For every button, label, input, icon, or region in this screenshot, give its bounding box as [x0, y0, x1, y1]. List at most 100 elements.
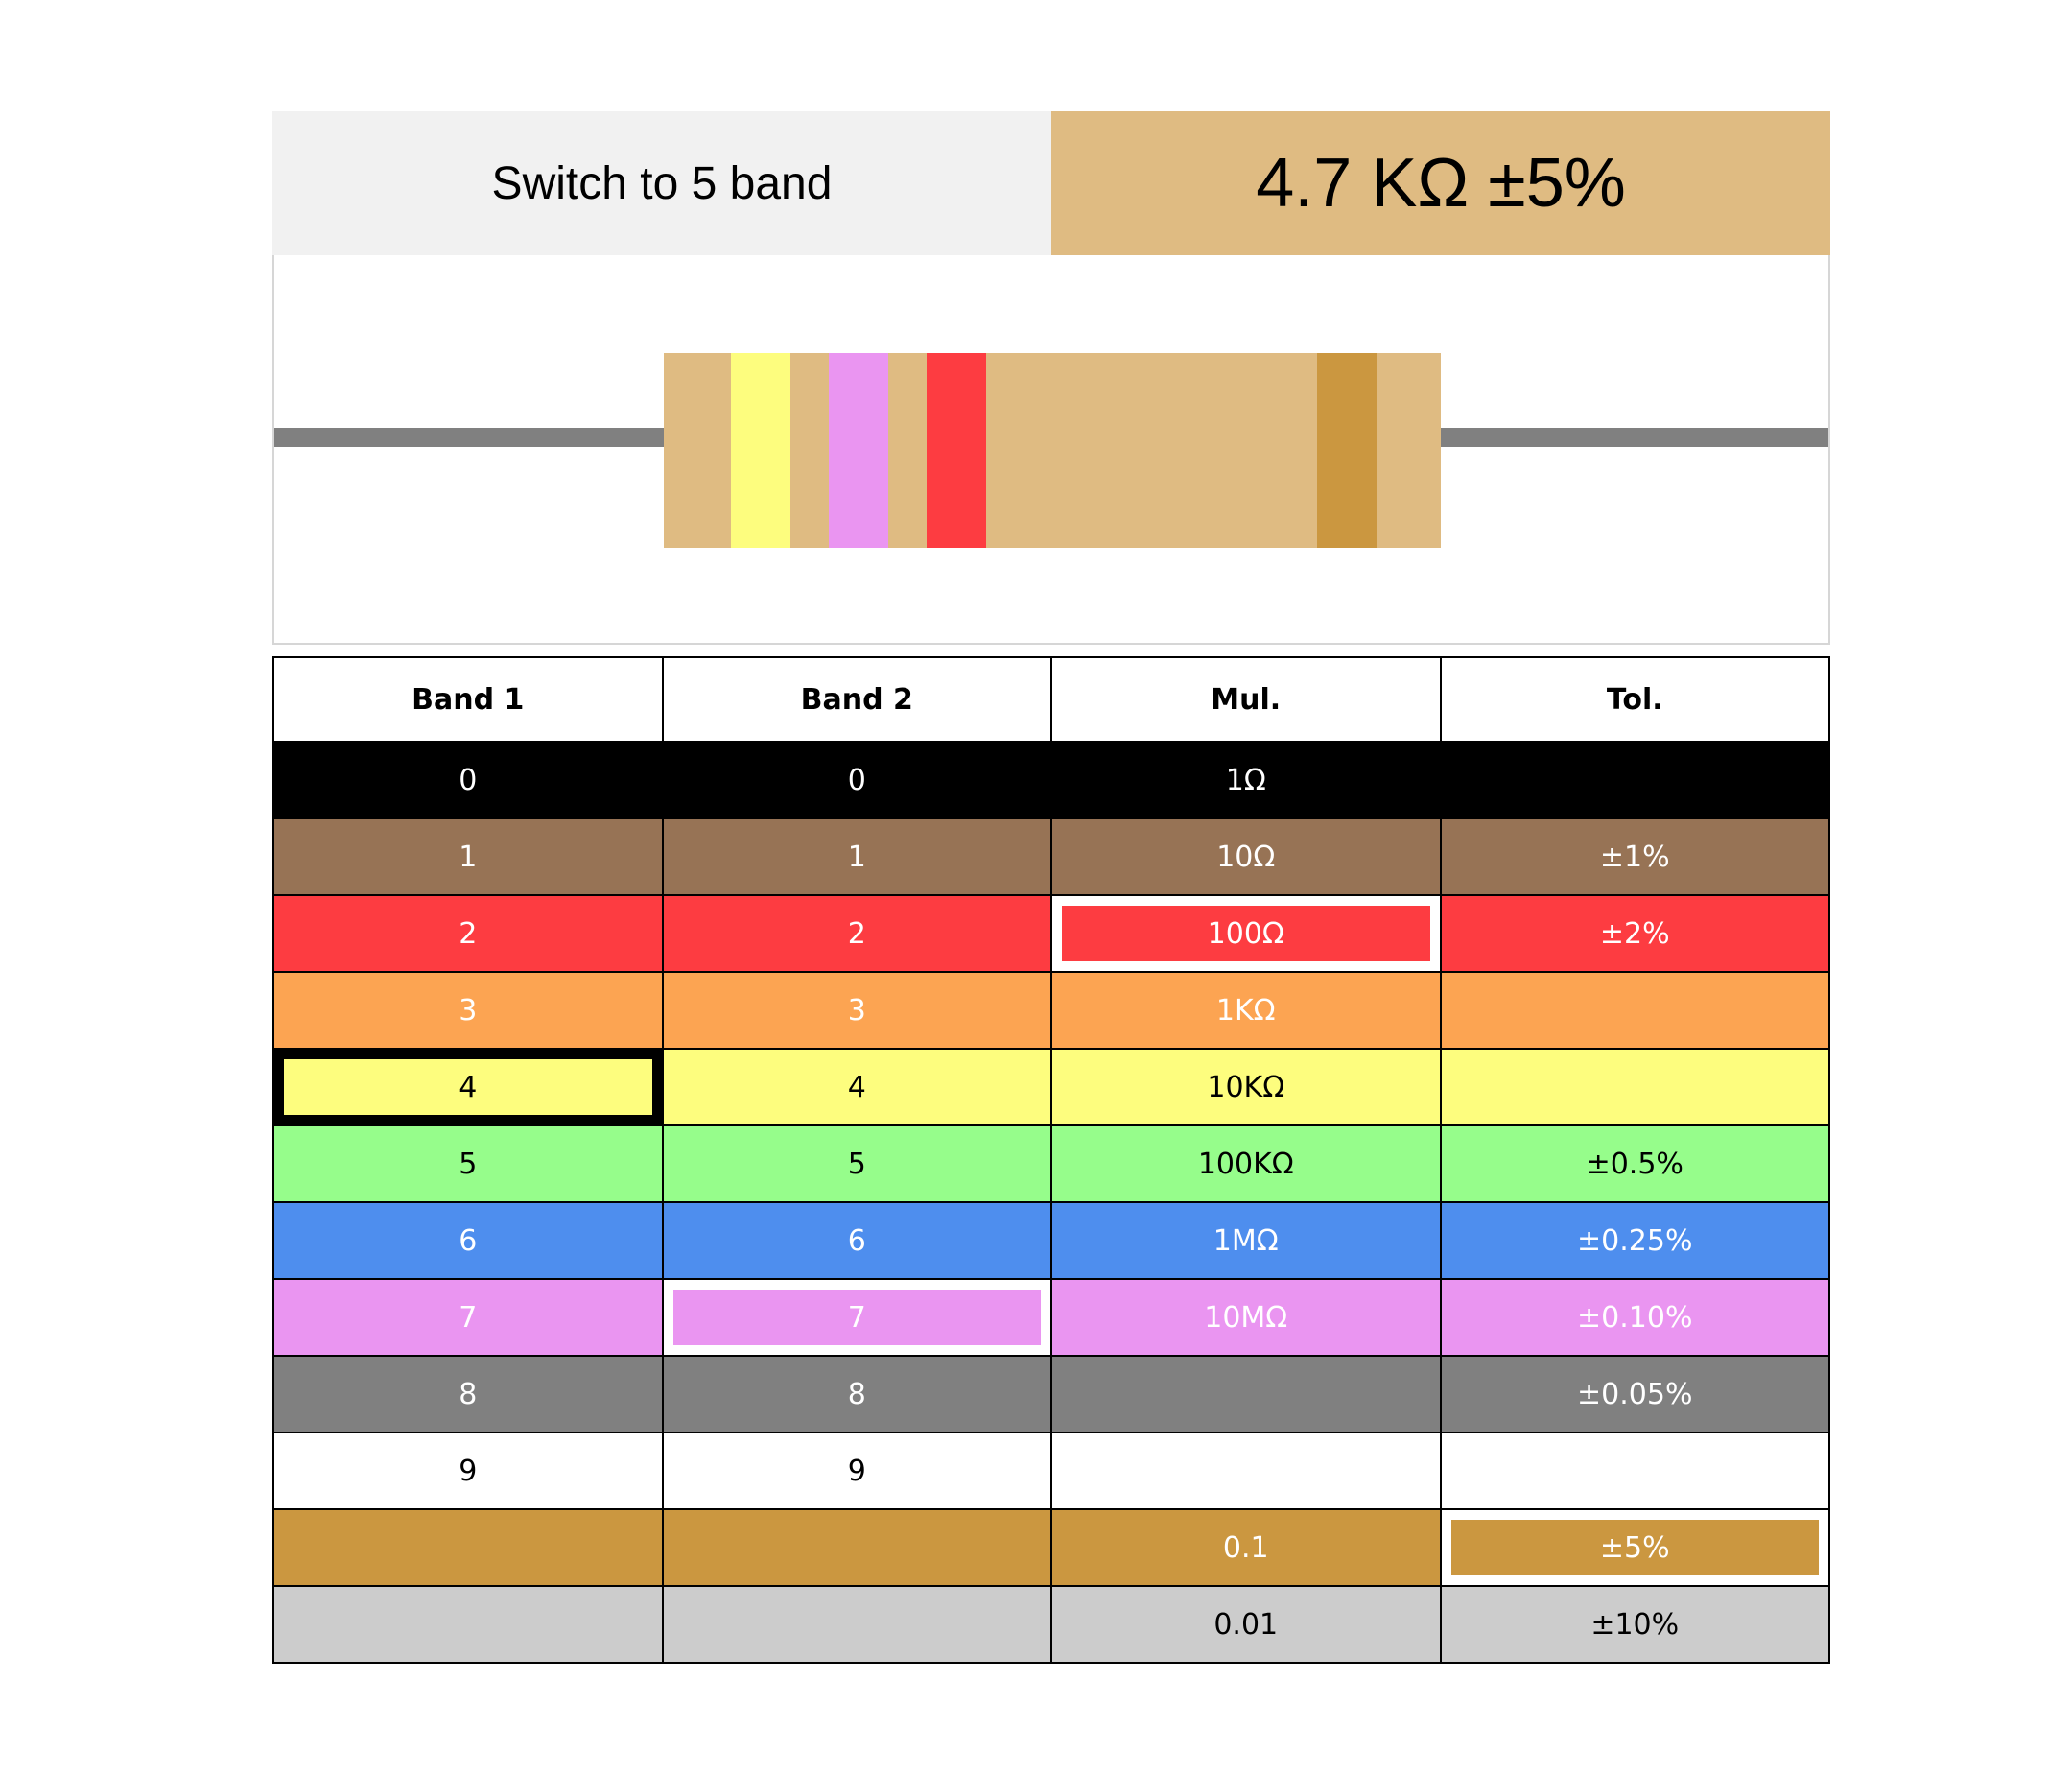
cell-white-band-1[interactable]: 9: [272, 1432, 664, 1510]
cell-value: ±5%: [1442, 1510, 1829, 1585]
cell-value: 8: [459, 1377, 478, 1411]
cell-blue-tolerance[interactable]: ±0.25%: [1439, 1201, 1830, 1280]
cell-red-tolerance[interactable]: ±2%: [1439, 894, 1830, 973]
cell-blue-band-1[interactable]: 6: [272, 1201, 664, 1280]
cell-orange-band-2[interactable]: 3: [661, 971, 1052, 1050]
cell-red-band-1[interactable]: 2: [272, 894, 664, 973]
resistor-preview: [272, 255, 1830, 645]
cell-value: [1442, 1050, 1829, 1124]
table-row-gold: 0.1 ±5%: [272, 1508, 1830, 1587]
cell-value: 9: [459, 1454, 478, 1488]
cell-value: 1: [459, 840, 478, 874]
cell-value: ±0.10%: [1577, 1300, 1693, 1335]
cell-value: 1Ω: [1225, 763, 1266, 797]
cell-yellow-band-1[interactable]: 4: [272, 1048, 664, 1126]
cell-grey-tolerance[interactable]: ±0.05%: [1439, 1355, 1830, 1433]
cell-violet-band-2[interactable]: 7: [661, 1278, 1052, 1357]
cell-green-band-1[interactable]: 5: [272, 1124, 664, 1203]
cell-white-multiplier[interactable]: [1050, 1432, 1442, 1510]
cell-brown-tolerance[interactable]: ±1%: [1439, 817, 1830, 896]
cell-value: 3: [459, 993, 478, 1028]
cell-green-tolerance[interactable]: ±0.5%: [1439, 1124, 1830, 1203]
switch-to-5-band-button[interactable]: Switch to 5 band: [272, 111, 1051, 255]
cell-value: 6: [847, 1223, 866, 1258]
cell-red-band-2[interactable]: 2: [661, 894, 1052, 973]
cell-white-tolerance[interactable]: [1439, 1432, 1830, 1510]
cell-value: 0: [459, 763, 478, 797]
header-multiplier: Mul.: [1050, 656, 1442, 743]
cell-yellow-multiplier[interactable]: 10KΩ: [1050, 1048, 1442, 1126]
resistor-band-tolerance: [1317, 353, 1377, 548]
table-header-row: Band 1 Band 2 Mul. Tol.: [272, 656, 1830, 743]
cell-value: ±0.5%: [1586, 1147, 1684, 1181]
cell-gold-band-2[interactable]: [661, 1508, 1052, 1587]
cell-value: 1: [847, 840, 866, 874]
table-row-green: 5 5 100KΩ ±0.5%: [272, 1124, 1830, 1203]
resistor-band-1: [731, 353, 790, 548]
cell-red-multiplier[interactable]: 100Ω: [1050, 894, 1442, 973]
cell-value: 5: [459, 1147, 478, 1181]
cell-value: 9: [847, 1454, 866, 1488]
header-tolerance: Tol.: [1439, 656, 1830, 743]
cell-black-band-2[interactable]: 0: [661, 741, 1052, 819]
cell-brown-band-2[interactable]: 1: [661, 817, 1052, 896]
cell-orange-multiplier[interactable]: 1KΩ: [1050, 971, 1442, 1050]
cell-brown-band-1[interactable]: 1: [272, 817, 664, 896]
cell-black-tolerance[interactable]: [1439, 741, 1830, 819]
cell-value: 3: [847, 993, 866, 1028]
cell-value: ±1%: [1599, 840, 1670, 874]
cell-orange-tolerance[interactable]: [1439, 971, 1830, 1050]
table-row-red: 2 2 100Ω ±2%: [272, 894, 1830, 973]
table-row-orange: 3 3 1KΩ: [272, 971, 1830, 1050]
cell-value: 2: [847, 916, 866, 951]
table-row-grey: 8 8 ±0.05%: [272, 1355, 1830, 1433]
cell-silver-band-1[interactable]: [272, 1585, 664, 1664]
resistor-calculator: Switch to 5 band 4.7 KΩ ±5% Band 1 Band …: [272, 111, 1830, 1664]
cell-violet-multiplier[interactable]: 10MΩ: [1050, 1278, 1442, 1357]
top-row: Switch to 5 band 4.7 KΩ ±5%: [272, 111, 1830, 255]
cell-violet-tolerance[interactable]: ±0.10%: [1439, 1278, 1830, 1357]
cell-blue-band-2[interactable]: 6: [661, 1201, 1052, 1280]
cell-grey-band-1[interactable]: 8: [272, 1355, 664, 1433]
cell-value: 1MΩ: [1213, 1223, 1279, 1258]
cell-gold-multiplier[interactable]: 0.1: [1050, 1508, 1442, 1587]
cell-violet-band-1[interactable]: 7: [272, 1278, 664, 1357]
cell-silver-band-2[interactable]: [661, 1585, 1052, 1664]
cell-silver-multiplier[interactable]: 0.01: [1050, 1585, 1442, 1664]
cell-blue-multiplier[interactable]: 1MΩ: [1050, 1201, 1442, 1280]
header-band-1: Band 1: [272, 656, 664, 743]
cell-value: 7: [459, 1300, 478, 1335]
resistor-band-2: [829, 353, 888, 548]
cell-yellow-tolerance[interactable]: [1439, 1048, 1830, 1126]
cell-grey-band-2[interactable]: 8: [661, 1355, 1052, 1433]
cell-black-multiplier[interactable]: 1Ω: [1050, 741, 1442, 819]
cell-white-band-2[interactable]: 9: [661, 1432, 1052, 1510]
cell-brown-multiplier[interactable]: 10Ω: [1050, 817, 1442, 896]
cell-yellow-band-2[interactable]: 4: [661, 1048, 1052, 1126]
cell-gold-tolerance[interactable]: ±5%: [1439, 1508, 1830, 1587]
cell-value: 7: [664, 1280, 1051, 1355]
resistor-band-multiplier: [927, 353, 986, 548]
cell-value: 8: [847, 1377, 866, 1411]
cell-green-multiplier[interactable]: 100KΩ: [1050, 1124, 1442, 1203]
cell-value: ±2%: [1599, 916, 1670, 951]
cell-value: 1KΩ: [1215, 993, 1276, 1028]
cell-value: [1052, 1433, 1440, 1508]
color-band-table: Band 1 Band 2 Mul. Tol. 0 0 1Ω 1 1 10Ω ±1% 2 2 10…: [272, 656, 1830, 1664]
cell-value: 4: [274, 1050, 662, 1124]
cell-value: 2: [459, 916, 478, 951]
cell-gold-band-1[interactable]: [272, 1508, 664, 1587]
cell-grey-multiplier[interactable]: [1050, 1355, 1442, 1433]
cell-orange-band-1[interactable]: 3: [272, 971, 664, 1050]
cell-green-band-2[interactable]: 5: [661, 1124, 1052, 1203]
cell-value: [664, 1510, 1051, 1585]
table-body: 0 0 1Ω 1 1 10Ω ±1% 2 2 100Ω ±2% 3 3 1KΩ 4 4 10KΩ 5 5 100KΩ ±…: [272, 741, 1830, 1664]
cell-value: 100Ω: [1052, 896, 1440, 971]
cell-black-band-1[interactable]: 0: [272, 741, 664, 819]
cell-silver-tolerance[interactable]: ±10%: [1439, 1585, 1830, 1664]
cell-value: 100KΩ: [1197, 1147, 1294, 1181]
resistor-body: [664, 353, 1441, 548]
cell-value: ±10%: [1590, 1607, 1680, 1642]
header-band-2: Band 2: [661, 656, 1052, 743]
